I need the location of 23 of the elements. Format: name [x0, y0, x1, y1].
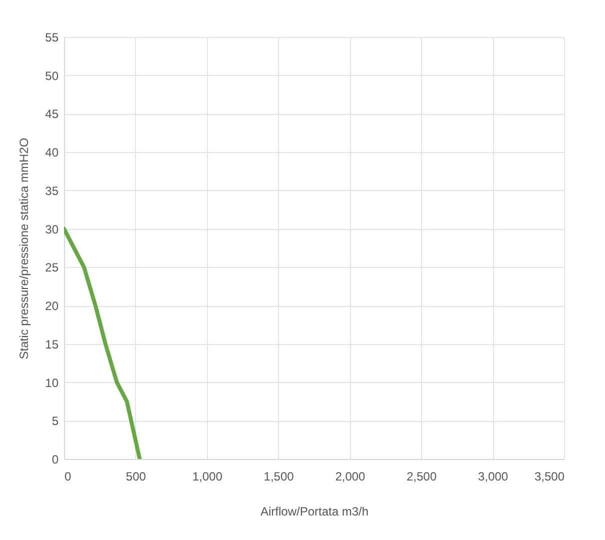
x-tick-label: 1,500 — [264, 470, 294, 484]
x-tick-label: 2,500 — [406, 470, 437, 484]
x-tick-label: 500 — [126, 470, 146, 484]
y-tick-label: 55 — [45, 30, 59, 44]
line-series — [64, 226, 142, 459]
y-tick-label: 10 — [45, 376, 59, 390]
x-tick-label: 3,500 — [534, 470, 565, 484]
y-tick-label: 25 — [45, 260, 59, 275]
x-axis-title: Airflow/Portata m3/h — [260, 504, 369, 518]
y-tick-label: 5 — [52, 414, 59, 428]
x-tick-label: 0 — [64, 470, 72, 484]
y-tick-label: 15 — [45, 337, 59, 352]
y-tick-label: 45 — [45, 107, 59, 122]
y-tick-label: 30 — [45, 222, 59, 236]
y-tick-label: 35 — [45, 184, 59, 198]
y-tick-label: 0 — [52, 452, 59, 466]
x-tick-label: 2,000 — [335, 470, 366, 484]
x-tick-label: 1,000 — [192, 470, 223, 484]
x-tick-label: 3,000 — [478, 470, 508, 484]
y-tick-label: 40 — [45, 146, 59, 160]
y-axis-title: Static pressure/pressione statica mmH2O — [17, 138, 32, 360]
y-tick-label: 20 — [45, 299, 59, 314]
y-tick-label: 50 — [45, 68, 59, 83]
